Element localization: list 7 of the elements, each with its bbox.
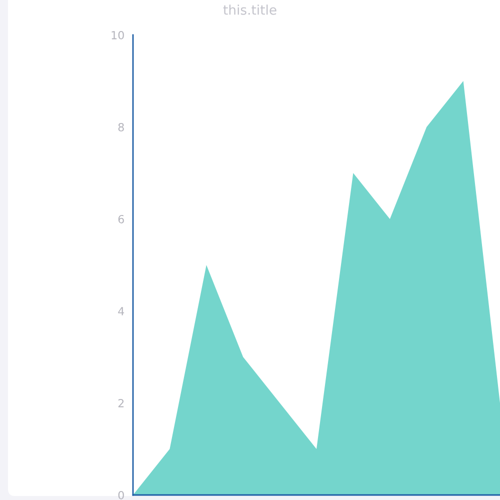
y-tick-label: 8: [118, 122, 124, 132]
y-tick-label: 2: [118, 398, 124, 408]
y-tick-label: 6: [118, 214, 124, 224]
y-tick-label: 10: [112, 30, 124, 40]
y-tick-label: 0: [118, 490, 124, 500]
y-tick-label: 4: [118, 307, 124, 316]
chart-title: this.title: [223, 4, 276, 15]
